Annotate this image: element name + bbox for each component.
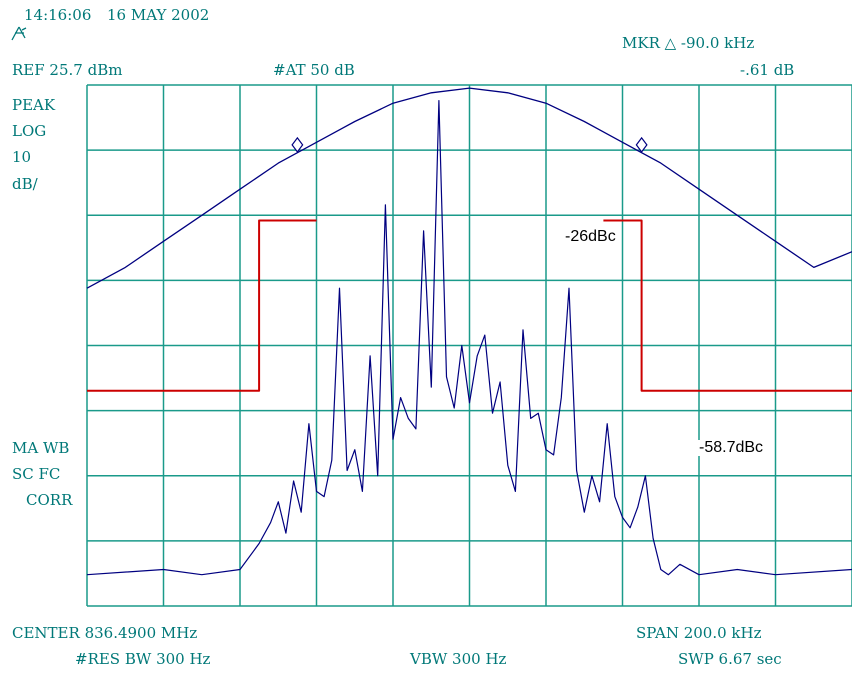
mode-label-3: CORR: [26, 491, 73, 509]
scale-type-label: LOG: [12, 122, 47, 140]
upper-limit-annotation: -26dBc: [563, 228, 618, 245]
sweep-time: SWP 6.67 sec: [678, 650, 782, 668]
attenuation: #AT 50 dB: [273, 61, 355, 79]
video-bandwidth: VBW 300 Hz: [410, 650, 507, 668]
span: SPAN 200.0 kHz: [636, 624, 762, 642]
filter-shape-line: [86, 87, 852, 289]
trace-line: [86, 99, 852, 576]
marker-diamond: [635, 136, 648, 153]
lower-limit-annotation: -58.7dBc: [697, 439, 766, 456]
ref-level: REF 25.7 dBm: [12, 61, 123, 79]
marker-diamond: [291, 136, 304, 153]
logo-icon: [10, 24, 28, 45]
resolution-bandwidth: #RES BW 300 Hz: [75, 650, 211, 668]
marker-value: -.61 dB: [740, 61, 795, 79]
marker-delta: MKR △ -90.0 kHz: [622, 34, 755, 52]
center-frequency: CENTER 836.4900 MHz: [12, 624, 198, 642]
grid: [86, 84, 852, 607]
date-text: 16 MAY 2002: [107, 6, 210, 24]
mask-line: [603, 219, 852, 392]
mode-label-1: MA WB: [12, 439, 70, 457]
scale-unit-label: dB/: [12, 175, 38, 193]
mask-line: [87, 219, 317, 392]
detector-label: PEAK: [12, 96, 56, 114]
time-text: 14:16:06: [24, 6, 92, 24]
mode-label-2: SC FC: [12, 465, 61, 483]
scale-value-label: 10: [12, 148, 32, 166]
